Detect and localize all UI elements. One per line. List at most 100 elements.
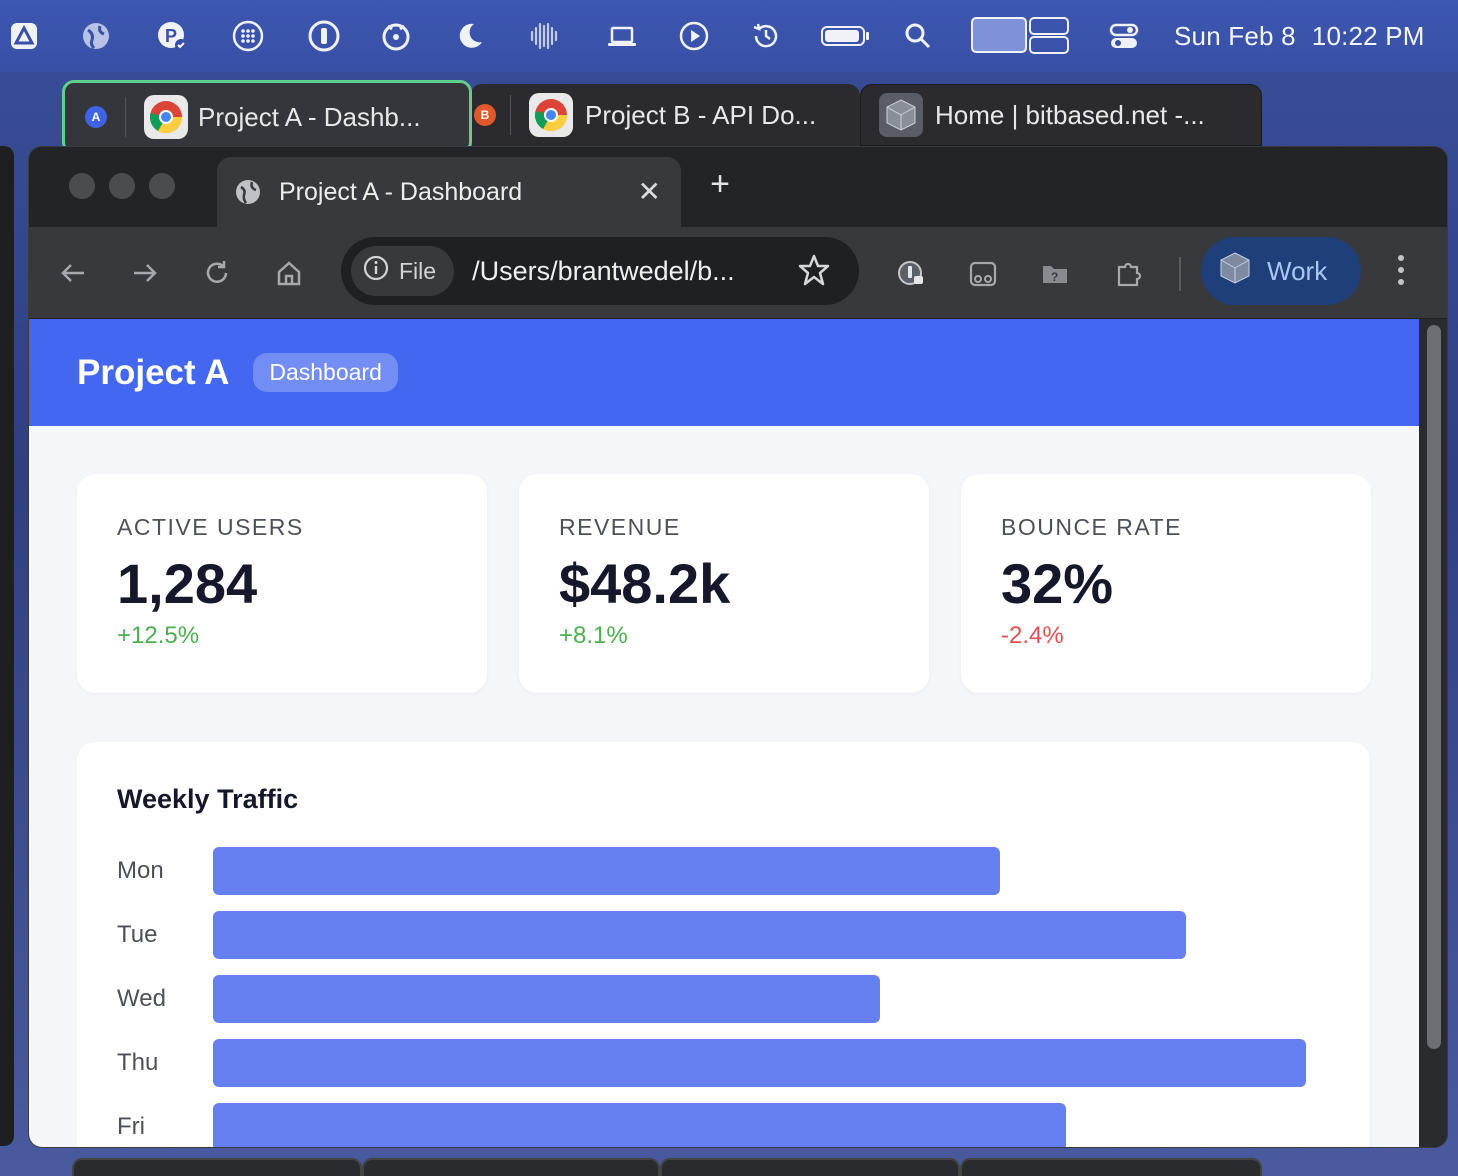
toolbar-divider (1179, 257, 1181, 291)
warning-app-icon[interactable] (6, 18, 42, 54)
browser-toolbar: File /Users/brantwedel/b... ? Work (29, 227, 1447, 319)
background-window-edge (0, 146, 14, 1146)
p-badge-icon[interactable]: P (154, 18, 190, 54)
moon-icon[interactable] (452, 18, 488, 54)
battery-icon[interactable] (818, 18, 874, 54)
tab-title: Project A - Dashboard (279, 177, 523, 206)
stats-row: ACTIVE USERS 1,284 +12.5% REVENUE $48.2k… (77, 474, 1371, 693)
chart-row-wed: Wed (117, 975, 1306, 1023)
new-tab-button[interactable]: + (710, 164, 730, 203)
tab-group-c[interactable]: Home | bitbased.net -... (860, 84, 1262, 146)
search-icon[interactable] (900, 18, 936, 54)
audio-waveform-icon[interactable] (526, 18, 562, 54)
laptop-icon[interactable] (604, 18, 640, 54)
tab-group-a[interactable]: A Project A - Dashb... (62, 80, 472, 154)
profile-avatar-icon (1217, 250, 1253, 293)
stat-delta: +8.1% (559, 622, 628, 649)
dock-window-tab[interactable] (362, 1158, 660, 1176)
chart-category-label: Thu (117, 1049, 159, 1076)
tab-project-a[interactable]: Project A - Dashboard ✕ (217, 157, 681, 227)
chart-row-mon: Mon (117, 847, 1306, 895)
reader-extension-icon[interactable] (963, 253, 1003, 293)
stat-card-revenue: REVENUE $48.2k +8.1% (519, 474, 929, 693)
chart-category-label: Mon (117, 857, 164, 884)
extensions-puzzle-icon[interactable] (1109, 253, 1149, 293)
close-window-button[interactable] (69, 173, 95, 199)
bookmark-star-icon[interactable] (797, 253, 831, 292)
menubar-time: 10:22 PM (1311, 20, 1425, 51)
scrollbar[interactable] (1419, 319, 1447, 1147)
page-title: Project A (77, 352, 230, 392)
stat-card-bounce-rate: BOUNCE RATE 32% -2.4% (961, 474, 1371, 693)
control-center-icon[interactable] (1106, 18, 1142, 54)
tab-title: Home | bitbased.net -... (935, 99, 1205, 130)
chart-bar (213, 1039, 1306, 1087)
chrome-icon (529, 93, 573, 137)
title-bar: Project A - Dashboard ✕ + (29, 147, 1447, 227)
tab-title: Project A - Dashb... (198, 101, 421, 132)
browser-window: Project A - Dashboard ✕ + File /Users/br… (28, 146, 1448, 1148)
help-folder-extension-icon[interactable]: ? (1035, 253, 1075, 293)
minimize-window-button[interactable] (109, 173, 135, 199)
more-menu-icon[interactable] (1391, 253, 1411, 287)
stat-label: BOUNCE RATE (1001, 514, 1182, 540)
info-icon (363, 255, 389, 287)
chart-title: Weekly Traffic (117, 784, 299, 814)
timer-icon[interactable] (378, 18, 414, 54)
app-header: Project A Dashboard (29, 319, 1419, 426)
back-icon[interactable] (53, 253, 93, 293)
dock-window-tab[interactable] (960, 1158, 1262, 1176)
divider (510, 95, 511, 135)
chart-category-label: Tue (117, 921, 158, 948)
reload-icon[interactable] (197, 253, 237, 293)
chart-row-tue: Tue (117, 911, 1306, 959)
history-clock-icon[interactable] (748, 18, 784, 54)
profile-name: Work (1267, 255, 1328, 286)
home-icon[interactable] (269, 253, 309, 293)
chrome-icon (144, 95, 188, 139)
chart-category-label: Fri (117, 1113, 145, 1140)
password-manager-icon[interactable] (306, 18, 342, 54)
stat-value: 1,284 (117, 552, 258, 615)
zoom-window-button[interactable] (149, 173, 175, 199)
stat-label: REVENUE (559, 514, 681, 540)
menubar-date: Sun Feb 8 (1174, 20, 1296, 51)
url-text: /Users/brantwedel/b... (472, 255, 735, 286)
file-label: File (399, 257, 437, 284)
password-extension-icon[interactable] (891, 253, 931, 293)
bitbased-cube-icon (879, 93, 923, 137)
tab-group-b[interactable]: B Project B - API Do... (470, 84, 860, 146)
page-viewport: Project A Dashboard ACTIVE USERS 1,284 +… (29, 319, 1419, 1147)
close-tab-icon[interactable]: ✕ (637, 176, 661, 207)
window-layout-icon[interactable] (970, 17, 1070, 54)
stat-value: 32% (1001, 552, 1114, 615)
chart-bar (213, 847, 1000, 895)
group-badge-a: A (85, 106, 107, 128)
svg-text:?: ? (1051, 270, 1058, 284)
stat-label: ACTIVE USERS (117, 514, 304, 540)
dock-window-tab[interactable] (72, 1158, 362, 1176)
chart-row-fri: Fri (117, 1103, 1306, 1147)
site-info-chip[interactable]: File (351, 246, 455, 296)
forward-icon[interactable] (125, 253, 165, 293)
divider (125, 97, 126, 137)
profile-button[interactable]: Work (1201, 237, 1361, 305)
dock-window-tab[interactable] (660, 1158, 960, 1176)
globe-icon[interactable] (78, 18, 114, 54)
svg-text:P: P (165, 26, 177, 46)
chart-bar (213, 911, 1186, 959)
menubar-clock[interactable]: Sun Feb 8 10:22 PM (1174, 18, 1425, 54)
page-badge: Dashboard (253, 353, 398, 392)
weekly-traffic-chart: Weekly Traffic Mon Tue Wed Thu Fri (77, 742, 1370, 1147)
globe-icon (233, 177, 263, 207)
stat-value: $48.2k (559, 552, 731, 615)
stat-delta: +12.5% (117, 622, 200, 649)
address-bar[interactable]: File /Users/brantwedel/b... (341, 237, 859, 305)
chart-row-thu: Thu (117, 1039, 1306, 1087)
scrollbar-thumb[interactable] (1427, 325, 1441, 1049)
grid-dots-icon[interactable] (230, 18, 266, 54)
tab-title: Project B - API Do... (585, 99, 817, 130)
group-badge-b: B (474, 104, 496, 126)
chart-bar (213, 975, 880, 1023)
play-circle-icon[interactable] (676, 18, 712, 54)
